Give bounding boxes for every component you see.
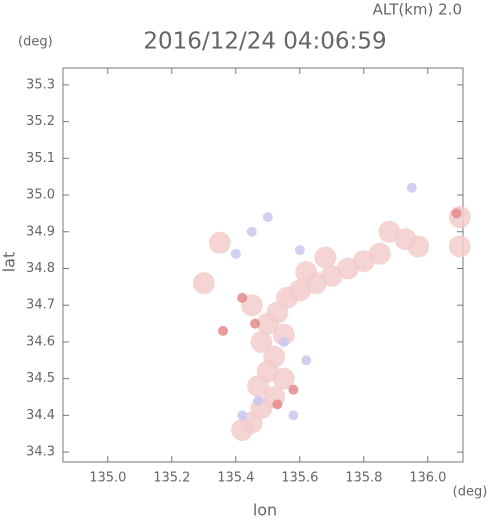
y-axis-label: lat [0,252,19,273]
echo-point [407,235,430,258]
x-tick-label: 135.8 [345,471,382,486]
echo-point [406,182,417,193]
echo-point [272,367,295,390]
echo-point [301,355,312,366]
y-tick-label: 34.5 [26,371,55,386]
echo-point [295,261,318,284]
x-unit: (deg) [453,485,488,500]
y-tick-label: 34.4 [26,408,55,423]
echo-point [314,246,337,269]
echo-point [294,245,305,256]
y-tick-label: 35.2 [26,114,55,129]
y-tick-label: 34.3 [26,445,55,460]
echo-point [250,318,260,329]
echo-point [208,231,231,254]
echo-point [278,336,289,347]
echo-point [246,226,257,237]
x-tick-label: 135.2 [153,471,190,486]
chart-title: 2016/12/24 04:06:59 [143,29,386,55]
echo-point [256,312,279,335]
y-tick-label: 35.1 [26,151,55,166]
echo-point [272,399,283,410]
y-tick-label: 34.7 [26,298,55,313]
x-tick-label: 135.0 [89,471,126,486]
echo-point [231,419,254,442]
y-tick-label: 35.0 [26,188,55,203]
echo-point [451,208,462,219]
y-unit: (deg) [18,35,53,50]
echo-point [288,384,299,395]
y-tick-label: 35.3 [26,77,55,92]
plot-frame [62,67,464,463]
x-axis-label: lon [253,501,277,520]
echo-point [192,272,215,295]
echo-point [262,212,273,223]
echo-point [272,323,295,346]
y-tick-label: 34.8 [26,261,55,276]
y-tick-label: 34.9 [26,224,55,239]
echo-point [250,330,273,353]
echo-point [288,410,299,421]
y-tick-label: 34.6 [26,334,55,349]
echo-point [253,395,264,406]
echo-point [247,374,270,397]
x-tick-label: 136.0 [409,471,446,486]
echo-point [218,325,228,336]
echo-point [448,235,471,258]
x-tick-label: 135.4 [217,471,254,486]
altitude-label: ALT(km) 2.0 [373,1,462,19]
echo-point [237,292,248,303]
echo-point [230,248,241,259]
echo-point [237,410,248,421]
x-tick-label: 135.6 [281,471,318,486]
